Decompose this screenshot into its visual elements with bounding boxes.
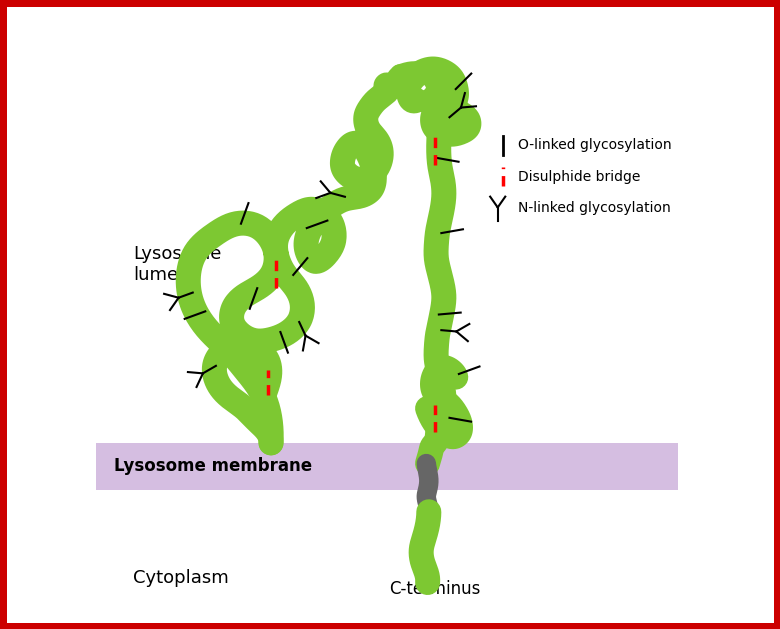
Text: N-linked glycosylation: N-linked glycosylation bbox=[519, 201, 671, 215]
Text: O-linked glycosylation: O-linked glycosylation bbox=[519, 138, 672, 152]
Bar bbox=[96, 443, 678, 490]
Text: Cytoplasm: Cytoplasm bbox=[133, 569, 229, 586]
Text: C-terminus: C-terminus bbox=[389, 580, 480, 598]
Text: Lysosome
lumen: Lysosome lumen bbox=[133, 245, 222, 284]
Text: Disulphide bridge: Disulphide bridge bbox=[519, 170, 640, 184]
Text: Lysosome membrane: Lysosome membrane bbox=[115, 457, 313, 475]
